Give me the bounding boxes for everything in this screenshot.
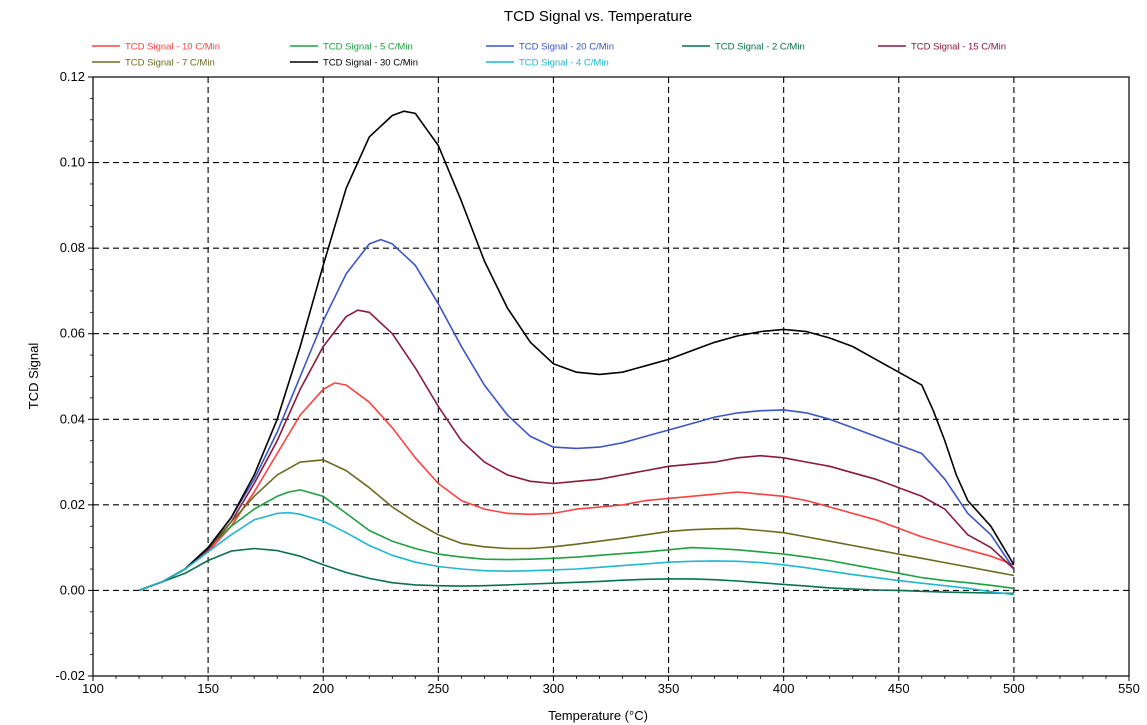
x-tick-label: 200 (312, 681, 334, 696)
series-group (138, 110, 1015, 596)
y-tick-label: 0.08 (60, 240, 85, 255)
y-tick-label: 0.02 (60, 497, 85, 512)
x-tick-label: 500 (1003, 681, 1025, 696)
series-line-6 (138, 110, 1015, 592)
series-line-5 (138, 459, 1015, 592)
y-tick-label: -0.02 (55, 668, 85, 683)
y-axis-label: TCD Signal (26, 343, 41, 410)
x-tick-label: 250 (427, 681, 449, 696)
plot-frame (92, 76, 1130, 677)
series-line-7 (138, 511, 1015, 596)
legend-label-6: TCD Signal - 30 C/Min (323, 58, 418, 69)
series-line-3 (138, 547, 1014, 595)
legend: TCD Signal - 10 C/Min TCD Signal - 5 C/Mi… (92, 42, 1006, 69)
y-axis: -0.02 0.00 0.02 0.04 0.06 0.08 0.10 0.12 (55, 69, 93, 683)
legend-label-7: TCD Signal - 4 C/Min (519, 58, 609, 69)
legend-label-4: TCD Signal - 15 C/Min (911, 42, 1006, 53)
legend-label-0: TCD Signal - 10 C/Min (125, 42, 220, 53)
x-tick-label: 400 (773, 681, 795, 696)
y-tick-label: 0.00 (60, 582, 85, 597)
legend-label-3: TCD Signal - 2 C/Min (715, 42, 805, 53)
y-tick-label: 0.12 (60, 69, 85, 84)
y-tick-label: 0.06 (60, 326, 85, 341)
y-tick-label: 0.04 (60, 411, 85, 426)
series-line-0 (138, 382, 1015, 592)
series-line-1 (138, 489, 1015, 592)
x-tick-label: 450 (888, 681, 910, 696)
x-tick-label: 350 (658, 681, 680, 696)
x-tick-label: 100 (82, 681, 104, 696)
x-tick-label: 300 (543, 681, 565, 696)
legend-label-5: TCD Signal - 7 C/Min (125, 58, 215, 69)
legend-label-2: TCD Signal - 20 C/Min (519, 42, 614, 53)
legend-label-1: TCD Signal - 5 C/Min (323, 42, 413, 53)
x-axis: 100 150 200 250 300 350 400 450 500 550 (82, 676, 1140, 696)
x-tick-label: 550 (1118, 681, 1140, 696)
x-axis-label: Temperature (°C) (548, 708, 648, 723)
y-tick-label: 0.10 (60, 155, 85, 170)
grid (93, 77, 1129, 676)
x-tick-label: 150 (197, 681, 219, 696)
series-line-4 (138, 309, 1015, 592)
series-line-2 (138, 238, 1015, 592)
chart-title: TCD Signal vs. Temperature (504, 8, 692, 25)
